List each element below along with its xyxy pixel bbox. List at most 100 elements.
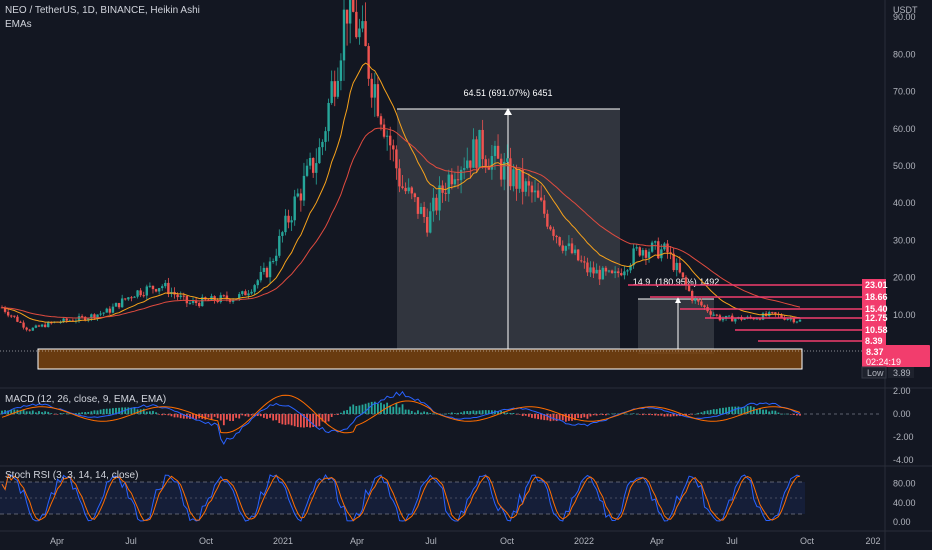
macd-histogram-bar [376, 403, 379, 414]
macd-histogram-bar [241, 414, 244, 416]
macd-histogram-bar [478, 410, 481, 414]
macd-histogram-bar [515, 414, 518, 415]
candle-body [771, 312, 774, 314]
macd-histogram-bar [278, 414, 281, 424]
macd-histogram-bar [503, 411, 506, 414]
macd-histogram-bar [712, 409, 715, 414]
measure-2-label: 14.9 (180.95%) 1492 [633, 277, 720, 287]
macd-histogram-bar [737, 406, 740, 414]
macd-histogram-bar [792, 414, 795, 415]
candle-body [512, 169, 515, 187]
macd-histogram-bar [672, 414, 675, 417]
time-tick-label: Apr [650, 536, 664, 546]
price-tick-label: 60.00 [893, 124, 916, 134]
macd-histogram-bar [167, 414, 170, 416]
support-zone[interactable] [37, 348, 803, 370]
candle-body [231, 299, 235, 302]
candle-body [617, 271, 620, 274]
candle-body [179, 295, 182, 298]
candle-body [734, 318, 737, 322]
candle-body [573, 249, 577, 254]
candle-body [758, 318, 762, 320]
macd-histogram-bar [158, 414, 161, 415]
candle-body [93, 314, 96, 319]
candle-body [700, 301, 703, 306]
macd-histogram-bar [601, 414, 604, 416]
candle-body [105, 308, 108, 313]
macd-histogram-bar [648, 414, 650, 416]
candle-body [580, 260, 583, 262]
level-badge-value: 10.58 [865, 325, 888, 335]
candle-body [484, 159, 487, 166]
candle-body [703, 305, 706, 308]
macd-histogram-bar [244, 414, 247, 417]
macd-histogram-bar [127, 407, 130, 414]
stoch-indicator-label[interactable]: Stoch RSI (3, 3, 14, 14, close) [5, 470, 139, 481]
candle-body [120, 298, 124, 308]
macd-histogram-bar [148, 411, 151, 414]
current-price-value: 8.37 [866, 347, 884, 357]
macd-histogram-bar [13, 409, 16, 414]
macd-indicator-label[interactable]: MACD (12, 26, close, 9, EMA, EMA) [5, 394, 167, 405]
candle-body [6, 311, 10, 316]
macd-histogram-bar [142, 408, 145, 414]
macd-histogram-bar [469, 411, 472, 414]
candle-body [167, 282, 170, 295]
candle-body [546, 213, 549, 227]
candle-body [496, 145, 500, 159]
level-badge-value: 12.75 [865, 313, 888, 323]
candle-body [432, 197, 435, 212]
symbol-title[interactable]: NEO / TetherUS, 1D, BINANCE, Heikin Ashi [5, 5, 200, 16]
macd-histogram-bar [614, 413, 617, 415]
ema-indicator-label[interactable]: EMAs [5, 19, 32, 30]
candle-body [539, 197, 543, 201]
candle-body [361, 21, 364, 29]
macd-histogram-bar [259, 414, 262, 417]
candle-body [182, 295, 185, 297]
macd-histogram-bar [99, 409, 102, 414]
macd-histogram-bar [352, 404, 355, 414]
measure-box-2[interactable] [638, 299, 714, 354]
candle-body [145, 286, 149, 296]
macd-histogram-bar [657, 414, 660, 416]
candle-body [34, 325, 38, 328]
candle-body [348, 0, 352, 24]
macd-histogram-bar [608, 413, 610, 415]
stoch-axis: 80.00 40.00 0.00 [893, 479, 916, 527]
candle-body [31, 327, 35, 331]
macd-histogram-bar [703, 411, 706, 414]
candle-body [77, 316, 81, 321]
candle-body [367, 46, 370, 79]
candle-body [265, 267, 269, 278]
candle-body [287, 215, 290, 223]
macd-histogram-bar [799, 414, 801, 416]
candle-body [284, 215, 287, 233]
macd-histogram-bar [152, 410, 154, 414]
candle-body [290, 220, 293, 223]
candle-body [111, 306, 115, 313]
stoch-tick-label: 80.00 [893, 479, 916, 489]
macd-histogram-bar [574, 414, 576, 421]
candle-body [413, 193, 417, 198]
candle-body [281, 232, 284, 236]
macd-histogram-bar [509, 412, 512, 414]
macd-histogram-bar [380, 402, 382, 414]
macd-histogram-bar [685, 414, 687, 416]
macd-histogram-bar [272, 414, 275, 421]
candle-body [613, 271, 617, 274]
macd-histogram-bar [777, 412, 780, 414]
macd-histogram-bar [583, 414, 586, 418]
macd-histogram-bar [392, 406, 395, 414]
macd-histogram-bar [531, 414, 533, 418]
macd-histogram-bar [623, 413, 626, 415]
candle-body [536, 190, 540, 198]
candle-body [527, 181, 531, 186]
candle-body [293, 196, 296, 221]
candle-body [87, 318, 90, 321]
candle-body [798, 319, 802, 322]
macd-histogram-bar [749, 406, 752, 414]
candle-body [509, 158, 512, 187]
macd-histogram-bar [429, 413, 432, 414]
candle-body [395, 149, 398, 169]
